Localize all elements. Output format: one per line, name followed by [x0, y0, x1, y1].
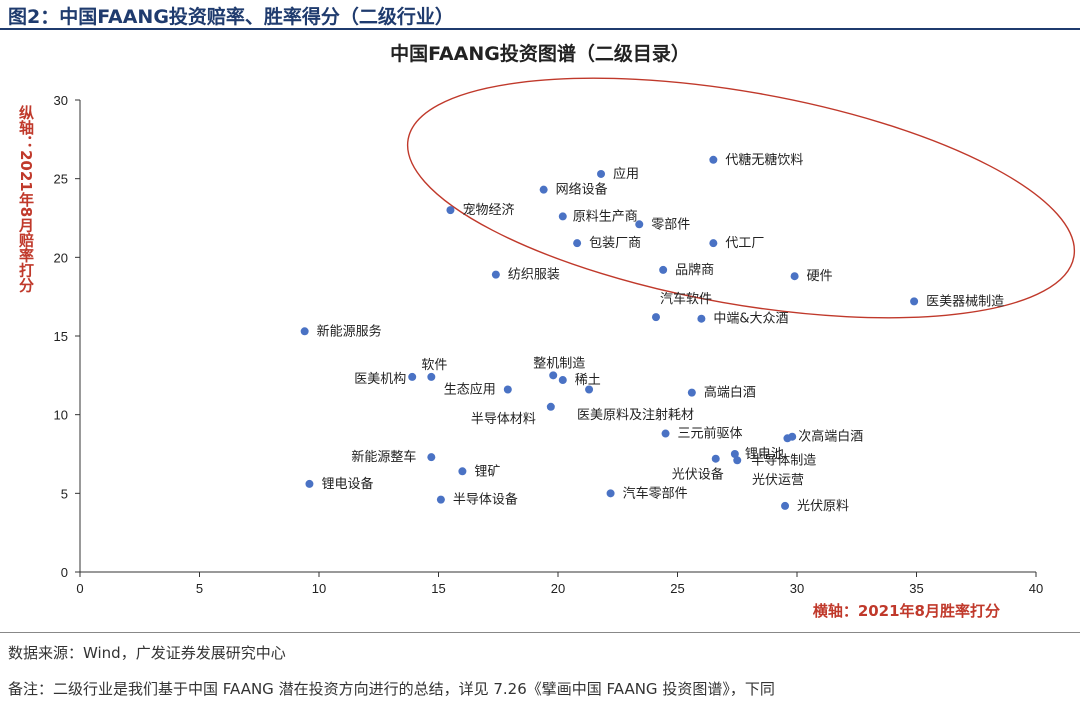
- point-label: 中端&大众酒: [713, 312, 788, 327]
- point-label: 代糖无糖饮料: [725, 152, 803, 168]
- point-label: 光伏运营: [752, 473, 804, 488]
- data-point: [709, 239, 718, 248]
- data-point: [606, 489, 615, 498]
- y-tick-label: 0: [61, 565, 68, 580]
- data-point: [558, 212, 567, 221]
- data-point: [300, 327, 309, 336]
- point-label: 纺织服装: [508, 268, 560, 283]
- y-tick-label: 30: [54, 93, 68, 108]
- point-label: 原料生产商: [573, 209, 638, 224]
- data-point: [546, 402, 555, 411]
- data-point: [585, 385, 594, 394]
- data-point: [687, 388, 696, 397]
- y-tick-label: 5: [61, 486, 68, 501]
- point-label: 汽车软件: [660, 291, 712, 307]
- point-label: 代工厂: [725, 236, 764, 251]
- data-point: [573, 239, 582, 248]
- data-point: [491, 270, 500, 279]
- point-label: 光伏原料: [797, 499, 849, 514]
- data-point: [730, 450, 739, 458]
- x-tick-label: 35: [909, 581, 923, 596]
- data-point: [458, 467, 467, 476]
- data-point: [427, 453, 436, 462]
- data-point: [697, 314, 706, 323]
- x-tick-label: 0: [76, 581, 83, 596]
- y-tick-label: 15: [54, 329, 68, 344]
- point-label: 新能源服务: [317, 323, 382, 339]
- point-label: 医美器械制造: [926, 294, 1004, 309]
- highlight-ellipse-shape: [406, 77, 1076, 319]
- scatter-chart: 中国FAANG投资图谱（二级目录） 0 5 10 15 20 25 30 35 40 0 5 10 15…: [17, 42, 1076, 620]
- x-axis-label: 横轴：2021年8月胜率打分: [813, 602, 1000, 620]
- data-point: [436, 495, 445, 504]
- point-label: 应用: [613, 166, 639, 182]
- point-label: 整机制造: [533, 356, 585, 371]
- point-label: 锂电池: [745, 447, 784, 462]
- data-point: [661, 429, 670, 438]
- x-tick-label: 30: [790, 581, 804, 596]
- x-tick-label: 15: [431, 581, 445, 596]
- data-point: [711, 454, 720, 463]
- chart-title: 中国FAANG投资图谱（二级目录）: [390, 42, 690, 65]
- point-label: 汽车零部件: [623, 485, 688, 501]
- data-point: [790, 272, 799, 281]
- source-note: 数据来源：Wind，广发证券发展研究中心: [8, 644, 286, 662]
- data-point: [549, 371, 558, 380]
- data-point: [659, 265, 668, 274]
- data-point: [446, 206, 455, 215]
- data-point: [539, 185, 548, 194]
- data-point: [709, 155, 718, 164]
- data-point: [305, 479, 314, 488]
- data-point: [783, 434, 792, 443]
- footer-rule: [0, 632, 1080, 633]
- point-label: 锂矿: [474, 464, 500, 479]
- data-point: [651, 313, 660, 322]
- data-point: [910, 297, 919, 306]
- point-label: 次高端白酒: [798, 429, 863, 445]
- y-tick-label: 10: [54, 408, 68, 423]
- point-label: 软件: [421, 358, 447, 373]
- data-point: [781, 501, 790, 510]
- data-point: [597, 169, 606, 178]
- point-label: 包装厂商: [589, 236, 641, 251]
- data-point: [733, 456, 742, 465]
- point-label: 新能源整车: [351, 449, 416, 465]
- point-label: 半导体材料: [471, 412, 536, 427]
- point-label: 医美原料及注射耗材: [577, 407, 694, 423]
- y-tick-label: 25: [54, 172, 68, 187]
- data-point: [635, 220, 644, 229]
- footnote: 备注：二级行业是我们基于中国 FAANG 潜在投资方向进行的总结，详见 7.26…: [8, 680, 775, 698]
- point-label: 光伏设备: [672, 467, 724, 483]
- x-tick-label: 5: [196, 581, 203, 596]
- point-label: 稀土: [575, 373, 601, 388]
- point-label: 网络设备: [556, 182, 608, 198]
- y-axis-label: 纵轴：2021年8月赔率打分: [17, 104, 35, 293]
- highlight-ellipse: [406, 77, 1076, 319]
- point-label: 半导体设备: [453, 492, 518, 508]
- point-label: 半导体制造: [751, 453, 816, 468]
- point-label: 医美机构: [354, 372, 406, 387]
- point-label: 生态应用: [444, 381, 496, 397]
- axes: 0 5 10 15 20 25 30 35 40 0 5 10 15 20 25 30: [54, 93, 1044, 596]
- x-tick-label: 25: [670, 581, 684, 596]
- point-label: 硬件: [807, 269, 833, 284]
- data-point: [408, 372, 417, 381]
- figure-title: 图2：中国FAANG投资赔率、胜率得分（二级行业）: [8, 6, 454, 28]
- x-tick-label: 20: [551, 581, 565, 596]
- x-tick-label: 40: [1029, 581, 1043, 596]
- title-rule: [0, 28, 1080, 30]
- point-label: 三元前驱体: [678, 426, 743, 442]
- point-label: 宠物经济: [462, 202, 514, 218]
- x-tick-label: 10: [312, 581, 326, 596]
- data-point: [558, 376, 567, 385]
- point-label: 品牌商: [675, 262, 714, 278]
- point-label: 高端白酒: [704, 385, 756, 401]
- data-point: [503, 385, 512, 394]
- point-label: 零部件: [651, 217, 690, 232]
- data-points: [300, 155, 919, 510]
- point-label: 锂电设备: [321, 476, 373, 492]
- data-point: [427, 372, 436, 381]
- y-tick-label: 20: [54, 250, 68, 265]
